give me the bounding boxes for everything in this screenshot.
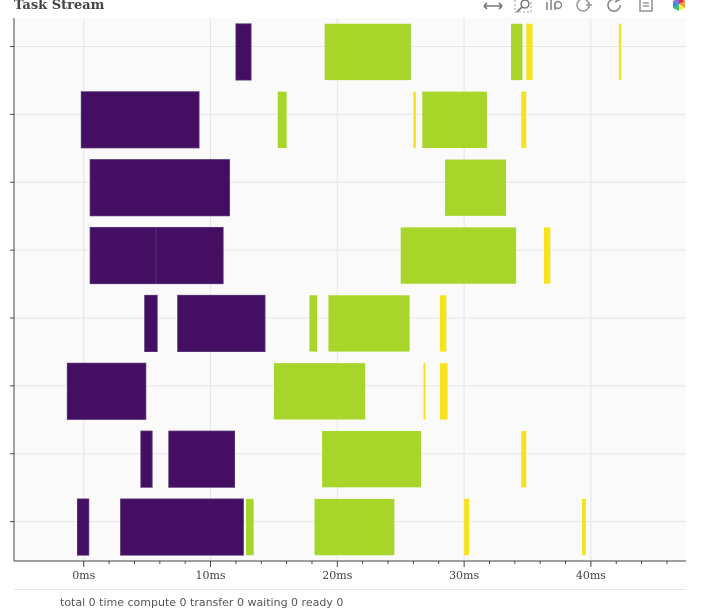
- task-bar-transfer[interactable]: [273, 363, 366, 420]
- task-bar-transfer[interactable]: [445, 159, 506, 216]
- zoom-tool[interactable]: [509, 0, 537, 16]
- task-bar-io[interactable]: [521, 91, 527, 148]
- task-bar-compute[interactable]: [177, 294, 266, 353]
- task-bar-transfer[interactable]: [322, 431, 422, 488]
- task-bar-compute[interactable]: [168, 430, 236, 488]
- task-bar-compute[interactable]: [155, 226, 224, 285]
- chart-toolbar: [478, 0, 709, 18]
- task-bar-compute[interactable]: [76, 498, 90, 556]
- task-bar-io[interactable]: [440, 295, 447, 352]
- x-tick-label: 30ms: [449, 569, 479, 582]
- task-bar-compute[interactable]: [89, 226, 157, 285]
- bokeh-logo[interactable]: [664, 0, 692, 16]
- task-bar-compute[interactable]: [120, 498, 244, 556]
- save-tool-icon: [639, 0, 653, 12]
- task-bar-transfer[interactable]: [422, 91, 487, 148]
- save-tool[interactable]: [631, 0, 659, 16]
- pan-tool-icon: [483, 2, 503, 10]
- x-tick-label: 20ms: [322, 569, 352, 582]
- task-bar-io[interactable]: [423, 363, 426, 420]
- task-bar-transfer[interactable]: [277, 91, 287, 148]
- bokeh-logo-icon: [673, 0, 685, 11]
- task-bar-transfer[interactable]: [511, 23, 523, 81]
- reset-tool[interactable]: [600, 0, 628, 16]
- task-bar-io[interactable]: [582, 498, 586, 556]
- x-tick-label: 40ms: [576, 569, 606, 582]
- task-bar-compute[interactable]: [80, 91, 200, 149]
- task-bar-io[interactable]: [413, 91, 416, 148]
- task-bar-compute[interactable]: [89, 159, 230, 217]
- task-bar-compute[interactable]: [66, 362, 147, 420]
- pan-tool[interactable]: [478, 0, 506, 16]
- task-bar-transfer[interactable]: [324, 23, 411, 81]
- task-bar-compute[interactable]: [140, 430, 153, 488]
- zoom-tool-icon: [514, 0, 532, 13]
- x-tick-label: 10ms: [195, 569, 225, 582]
- task-bar-io[interactable]: [521, 431, 527, 488]
- task-bar-transfer[interactable]: [309, 295, 318, 352]
- task-bar-io[interactable]: [618, 23, 622, 81]
- box-zoom-tool[interactable]: [569, 0, 597, 16]
- task-bar-transfer[interactable]: [328, 295, 410, 352]
- x-tick-label: 0ms: [72, 569, 95, 582]
- reset-tool-icon: [607, 0, 621, 12]
- box-zoom-tool-icon: [576, 0, 592, 12]
- task-bar-io[interactable]: [440, 363, 448, 420]
- task-bar-io[interactable]: [543, 227, 551, 284]
- wheel-zoom-tool[interactable]: [539, 0, 567, 16]
- task-bar-io[interactable]: [526, 23, 533, 81]
- task-bar-compute[interactable]: [144, 294, 158, 353]
- task-bar-io[interactable]: [464, 498, 470, 556]
- task-bar-compute[interactable]: [235, 23, 252, 81]
- task-bar-transfer[interactable]: [314, 498, 395, 556]
- task-bar-transfer[interactable]: [246, 498, 254, 556]
- wheel-zoom-tool-icon: [546, 0, 563, 10]
- chart-title: Task Stream: [14, 0, 105, 13]
- task-bar-transfer[interactable]: [400, 227, 517, 284]
